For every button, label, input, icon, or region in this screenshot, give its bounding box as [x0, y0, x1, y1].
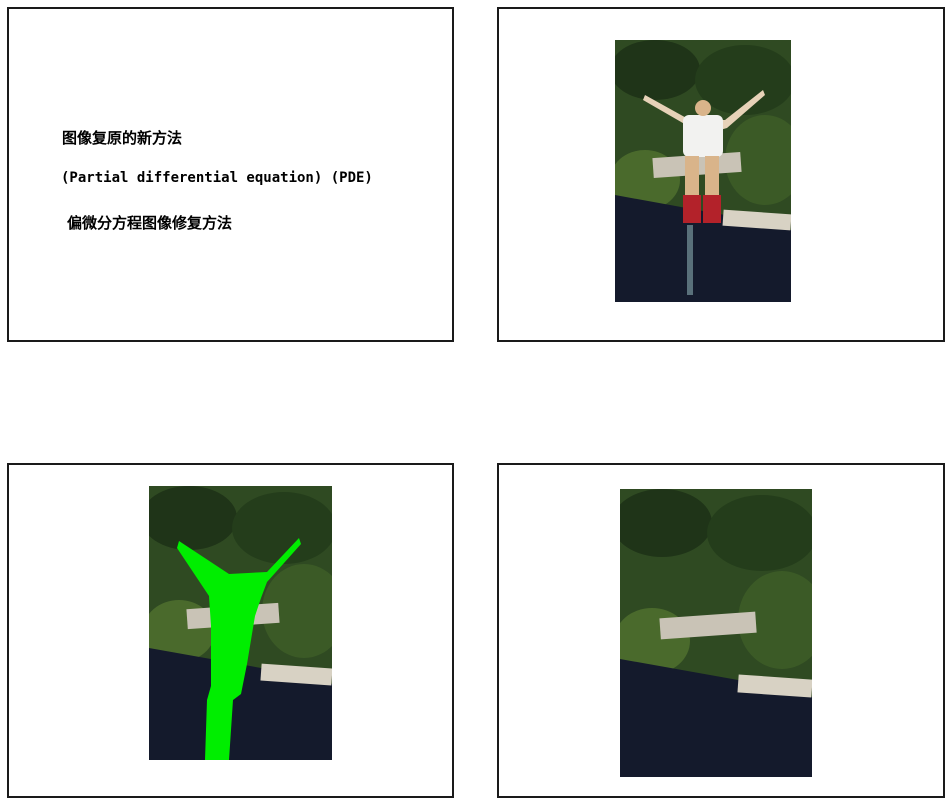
subtitle-chinese: 偏微分方程图像修复方法: [67, 214, 233, 232]
slide-original-photo: [497, 7, 945, 342]
slide-title: 图像复原的新方法 (Partial differential equation)…: [7, 7, 454, 342]
photo-inpainting-mask-green: [149, 486, 332, 760]
title-english: (Partial differential equation) (PDE): [61, 170, 373, 186]
photo-inpainted-result: [620, 489, 812, 777]
slide-restored-photo: [497, 463, 945, 798]
slide-masked-photo: [7, 463, 454, 798]
photo-bungee-jumper-original: [615, 40, 791, 302]
title-chinese: 图像复原的新方法: [62, 129, 183, 147]
